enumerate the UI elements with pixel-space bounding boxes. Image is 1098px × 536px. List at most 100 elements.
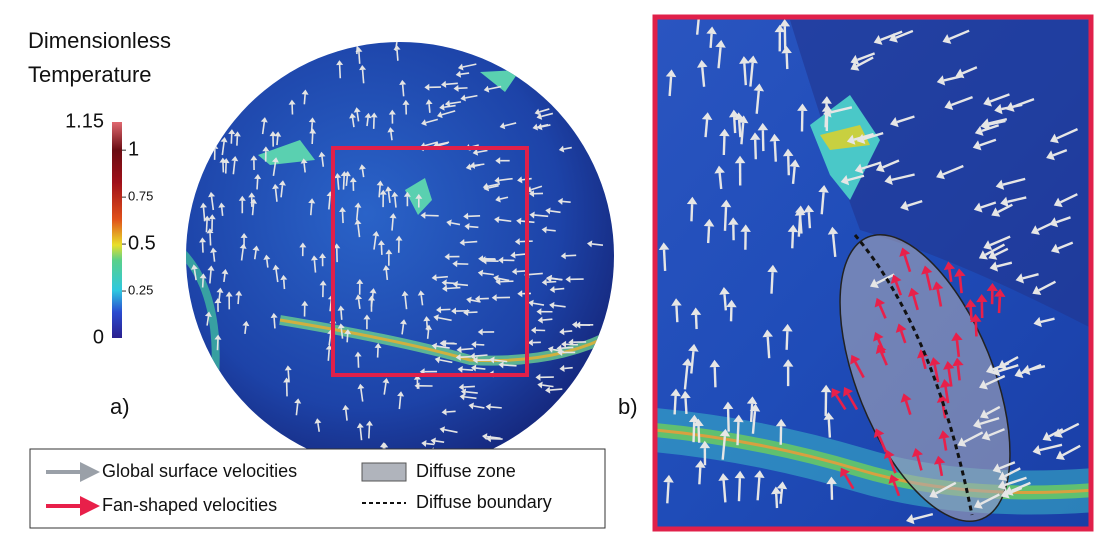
arrow-head <box>338 206 347 213</box>
arrow-head <box>739 56 750 64</box>
arrow-head <box>957 437 967 447</box>
arrow-shaft <box>996 261 1013 268</box>
arrow-head <box>549 285 555 293</box>
arrow-shaft <box>879 351 888 366</box>
arrow-shaft <box>494 359 508 363</box>
arrow-head <box>325 344 333 350</box>
arrow-shaft <box>989 235 1011 247</box>
arrow-head <box>308 117 316 123</box>
arrow-shaft <box>820 192 825 215</box>
arrow-head <box>873 35 883 45</box>
arrow-head <box>688 414 700 423</box>
arrow-head <box>733 414 744 423</box>
arrow-head <box>200 202 208 208</box>
arrow-head <box>740 224 751 232</box>
arrow-shaft <box>698 467 702 485</box>
arrow-head <box>846 134 856 145</box>
arrow-head <box>840 175 850 186</box>
arrow-shaft <box>355 207 359 221</box>
arrow-head <box>336 60 344 66</box>
arrow-head <box>436 306 442 314</box>
arrow-head <box>978 250 988 260</box>
arrow-head <box>342 404 350 411</box>
arrow-head <box>349 177 357 183</box>
arrow-shaft <box>861 161 882 170</box>
arrow-head <box>485 403 491 411</box>
arrow-head <box>516 217 522 225</box>
arrow-shaft <box>912 295 919 311</box>
arrow-shaft <box>948 29 970 41</box>
arrow-shaft <box>546 280 557 284</box>
arrow-head <box>929 357 941 367</box>
arrow-head <box>355 294 363 300</box>
arrow-shaft <box>446 410 456 413</box>
arrow-shaft <box>317 422 321 432</box>
arrow-shaft <box>338 64 342 79</box>
arrow-head <box>889 32 898 43</box>
arrow-head <box>818 184 829 193</box>
arrow-head <box>936 394 949 403</box>
arrow-head <box>288 99 296 105</box>
arrow-head <box>254 174 262 180</box>
arrow-head <box>403 191 411 197</box>
arrow-head <box>471 340 477 349</box>
arrow-head <box>715 39 726 48</box>
arrow-head <box>726 299 737 308</box>
arrow-shaft <box>530 185 543 191</box>
arrow-shaft <box>963 431 984 444</box>
arrow-shaft <box>1052 148 1068 157</box>
arrow-shaft <box>504 122 517 127</box>
arrow-shaft <box>473 405 485 409</box>
arrow-head <box>374 343 382 349</box>
arrow-head <box>888 474 900 484</box>
arrow-head <box>671 298 682 306</box>
arrow-head <box>973 202 983 213</box>
arrow-head <box>719 128 730 137</box>
arrow-shaft <box>345 175 349 186</box>
arrow-head <box>1046 150 1055 161</box>
arrow-head <box>439 426 446 434</box>
arrow-shaft <box>445 82 458 86</box>
arrow-shaft <box>835 394 847 411</box>
arrow-shaft <box>856 56 874 68</box>
arrow-shaft <box>516 270 526 273</box>
arrow-head <box>379 442 387 448</box>
arrow-shaft <box>880 30 903 42</box>
arrow-head <box>385 249 393 255</box>
arrow-head <box>706 26 717 35</box>
arrow-head <box>546 274 553 282</box>
arrow-head <box>699 440 711 449</box>
arrow-head <box>319 280 327 286</box>
arrow-shaft <box>539 108 550 113</box>
arrow-shaft <box>533 302 545 306</box>
arrow-head <box>308 198 316 204</box>
arrow-head <box>932 281 944 291</box>
arrow-head <box>318 151 326 158</box>
arrow-shaft <box>341 211 344 224</box>
arrow-shaft <box>878 304 887 319</box>
arrow-head <box>720 199 732 208</box>
arrow-head <box>466 296 472 304</box>
arrow-head <box>973 499 983 509</box>
hot-spot <box>480 70 520 92</box>
arrow-shaft <box>465 94 478 99</box>
arrow-head <box>916 349 929 359</box>
legend <box>29 448 606 529</box>
arrow-head <box>456 346 462 354</box>
arrow-shaft <box>401 84 405 97</box>
arrow-shaft <box>899 330 907 344</box>
arrow-head <box>529 190 535 198</box>
arrow-shaft <box>843 473 855 490</box>
arrow-shaft <box>787 156 791 176</box>
arrow-head <box>670 388 681 397</box>
arrow-head <box>737 115 749 124</box>
arrow-head <box>228 129 236 135</box>
arrow-shaft <box>723 206 728 231</box>
arrow-shaft <box>773 141 778 162</box>
arrow-head <box>899 247 911 257</box>
arrow-shaft <box>998 364 1019 373</box>
arrow-shaft <box>542 384 554 388</box>
arrow-head <box>382 265 390 271</box>
arrow-shaft <box>591 243 604 246</box>
arrow-shaft <box>309 203 313 216</box>
